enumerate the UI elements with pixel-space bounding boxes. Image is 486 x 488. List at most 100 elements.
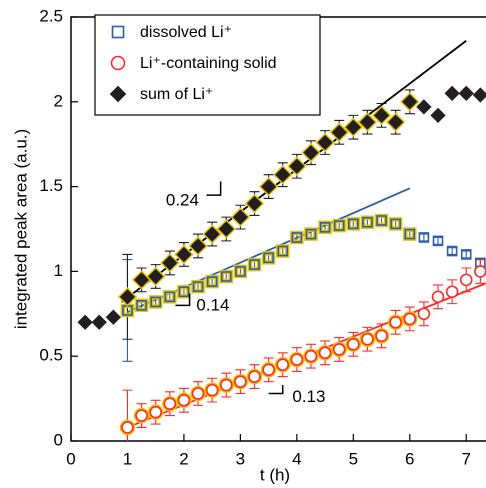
x-tick-label: 2 (179, 449, 188, 468)
data-point (232, 209, 249, 225)
x-tick-label: 0 (66, 449, 75, 468)
data-point (206, 276, 218, 287)
slope-bracket (206, 181, 222, 196)
data-point (176, 246, 192, 263)
data-point (375, 329, 388, 343)
data-point (317, 134, 333, 151)
slope-bracket (175, 293, 191, 307)
data-point (149, 405, 162, 419)
data-point (248, 370, 261, 383)
data-point (304, 349, 318, 363)
data-point (150, 296, 161, 308)
annotation: 0.14 (196, 295, 229, 314)
data-point (444, 85, 460, 101)
data-point (192, 281, 204, 292)
annotation: 0.13 (292, 387, 325, 406)
data-point (361, 332, 374, 346)
data-point (91, 314, 107, 330)
error-bar (447, 247, 458, 255)
y-tick-label: 1 (54, 261, 63, 280)
data-point (204, 226, 220, 242)
data-point (291, 232, 303, 243)
data-point (319, 222, 331, 233)
y-tick-label: 2 (54, 91, 63, 110)
data-point (389, 315, 402, 329)
x-tick-label: 7 (462, 449, 471, 468)
data-point (135, 409, 148, 422)
data-point (460, 249, 472, 260)
data-point (388, 114, 404, 130)
data-point (220, 271, 232, 282)
y-tick-label: 2.5 (39, 6, 63, 25)
x-tick-label: 4 (292, 449, 301, 468)
data-point (459, 273, 473, 287)
data-point (219, 378, 233, 392)
legend-box (94, 14, 321, 116)
data-point (303, 145, 319, 161)
data-point (332, 343, 346, 356)
data-point (458, 85, 474, 101)
plot-area (77, 40, 486, 441)
x-tick-label: 3 (236, 449, 245, 468)
y-tick-label: 0 (54, 430, 63, 449)
data-point (472, 87, 486, 103)
legend: dissolved Li⁺ Li⁺-containing solid sum of … (94, 14, 321, 116)
data-point (234, 375, 247, 388)
data-point (191, 387, 205, 400)
data-point (263, 252, 274, 264)
data-point (331, 124, 347, 140)
data-point (390, 218, 401, 230)
data-point (359, 114, 376, 130)
data-point (305, 228, 317, 240)
data-point (190, 238, 206, 254)
data-point (417, 307, 431, 321)
legend-label: dissolved Li⁺ (140, 24, 232, 41)
data-point (275, 167, 291, 183)
data-point (178, 286, 190, 298)
data-point (246, 195, 263, 212)
data-point (121, 421, 134, 434)
y-axis-label: integrated peak area (a.u.) (11, 129, 30, 329)
legend-label: Li⁺-containing solid (140, 55, 277, 72)
x-tick-label: 5 (349, 449, 358, 468)
data-point (260, 178, 277, 195)
data-point (148, 268, 164, 285)
x-tick-label: 1 (123, 449, 132, 468)
data-point (290, 353, 304, 366)
data-point (136, 300, 147, 311)
data-point (289, 158, 305, 174)
error-bar (433, 236, 444, 245)
x-axis-label: t (h) (260, 465, 290, 484)
marker (110, 55, 126, 71)
data-point (235, 266, 246, 277)
data-point (474, 265, 486, 278)
data-point (163, 397, 177, 410)
data-point (277, 245, 289, 257)
data-point (402, 94, 418, 110)
data-point (205, 383, 219, 397)
data-point (430, 107, 446, 123)
slope-bracket (268, 385, 284, 395)
data-point (347, 338, 360, 351)
data-point (345, 119, 361, 135)
data-point (177, 393, 191, 407)
data-point (318, 346, 332, 360)
data-point (105, 309, 121, 325)
data-point (119, 289, 136, 305)
data-point (431, 290, 445, 304)
data-point (404, 228, 416, 240)
legend-label: sum of Li⁺ (140, 86, 213, 103)
data-point (432, 235, 444, 247)
data-point (416, 99, 432, 115)
data-point (362, 216, 373, 228)
data-point (333, 220, 345, 231)
data-point (218, 221, 234, 237)
data-point (164, 291, 176, 303)
data-point (418, 232, 430, 243)
data-point (445, 285, 459, 299)
data-point (276, 358, 290, 371)
data-point (376, 215, 387, 226)
error-bar (461, 250, 472, 259)
x-tick-label: 6 (405, 449, 414, 468)
